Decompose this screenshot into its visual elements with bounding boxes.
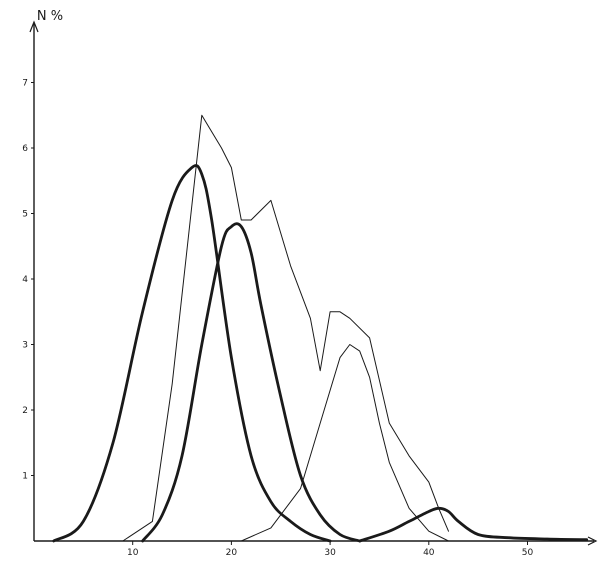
ticks: 10 20 30 40 50 1 2 3 4 5 6 7 <box>22 79 533 559</box>
x-tick-label: 50 <box>522 548 534 558</box>
y-axis-arrow <box>29 20 39 33</box>
x-tick-label: 40 <box>423 548 435 558</box>
series-line-3 <box>141 222 362 543</box>
x-tick-label: 10 <box>127 548 139 558</box>
series-line-4 <box>240 344 449 542</box>
series-line-1 <box>122 114 449 542</box>
y-tick-label: 5 <box>22 210 28 220</box>
series-layer <box>52 114 589 543</box>
series-line-5 <box>358 506 589 543</box>
y-tick-label: 7 <box>22 79 28 89</box>
axes: N % <box>29 9 598 546</box>
y-tick-label: 3 <box>22 341 28 351</box>
y-tick-label: 1 <box>22 472 28 482</box>
y-tick-label: 4 <box>22 275 28 285</box>
series-line-2 <box>52 164 332 543</box>
x-axis-arrow <box>587 536 598 546</box>
x-tick-label: 30 <box>324 548 336 558</box>
x-tick-label: 20 <box>226 548 238 558</box>
y-tick-label: 6 <box>22 144 28 154</box>
y-tick-label: 2 <box>22 406 28 416</box>
y-axis-title: N % <box>37 9 63 24</box>
